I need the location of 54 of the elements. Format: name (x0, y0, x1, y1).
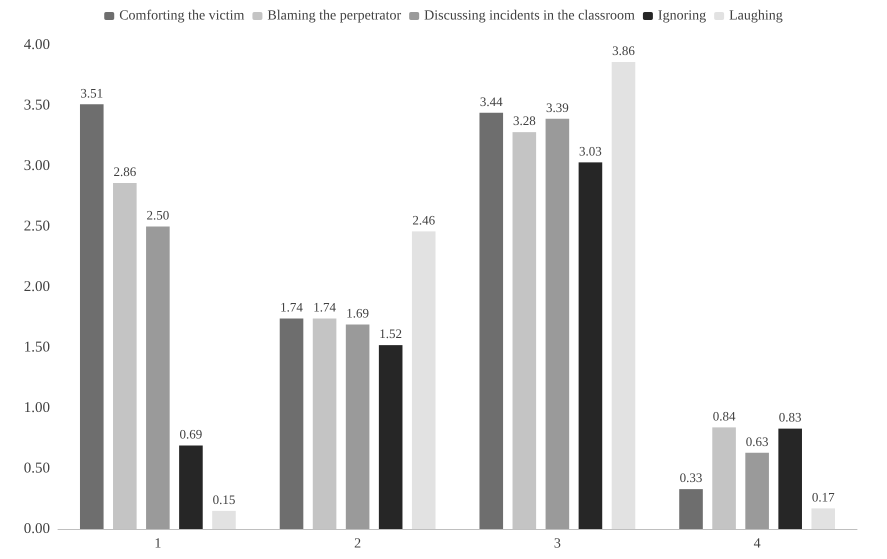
data-label: 0.84 (712, 408, 736, 424)
bar (80, 104, 104, 529)
bar (479, 112, 504, 529)
data-label: 0.63 (746, 434, 768, 449)
bar (212, 510, 236, 529)
legend-label: Discussing incidents in the classroom (424, 8, 636, 24)
y-tick-label: 4.00 (24, 37, 50, 53)
data-label: 3.44 (480, 94, 504, 109)
data-label: 3.28 (512, 113, 536, 128)
y-tick-label: 0.50 (24, 460, 50, 476)
legend-label: Ignoring (658, 8, 706, 24)
data-label: 2.86 (113, 164, 137, 179)
bar (578, 162, 602, 529)
legend-label: Blaming the perpetrator (267, 8, 402, 24)
bar (745, 452, 769, 529)
bar (146, 226, 170, 529)
x-tick-label: 1 (154, 536, 162, 552)
bar (612, 62, 636, 529)
data-label: 3.86 (612, 42, 636, 58)
y-tick-label: 1.00 (24, 400, 50, 416)
data-label: 3.03 (579, 143, 602, 158)
data-label: 3.39 (546, 100, 569, 115)
data-label: 1.52 (379, 326, 402, 342)
data-label: 1.69 (346, 306, 369, 321)
data-label: 2.50 (146, 208, 170, 222)
data-label: 2.46 (412, 212, 436, 228)
data-label: 0.17 (812, 489, 836, 504)
bar (679, 489, 703, 529)
y-tick-label: 3.00 (24, 158, 50, 174)
data-label: 0.83 (778, 410, 802, 425)
bar (546, 118, 570, 529)
bar (412, 231, 436, 529)
y-tick-label: 3.50 (24, 98, 50, 114)
data-label: 1.74 (280, 299, 304, 314)
data-label: 0.15 (212, 492, 236, 507)
bar (179, 446, 203, 529)
y-tick-label: 1.50 (24, 340, 50, 356)
data-label: 0.69 (180, 426, 202, 442)
bar (778, 428, 802, 529)
data-label: 3.51 (80, 85, 104, 100)
data-label: 1.74 (313, 299, 336, 314)
x-tick-label: 4 (754, 536, 761, 552)
x-tick-label: 2 (354, 536, 362, 552)
y-tick-label: 2.50 (24, 218, 50, 234)
y-tick-label: 0.00 (24, 521, 50, 537)
bar (346, 324, 370, 529)
x-tick-label: 3 (554, 536, 561, 552)
y-tick-label: 2.00 (24, 279, 50, 295)
bar (378, 345, 402, 529)
legend-label: Comforting the victim (119, 8, 245, 24)
legend-label: Laughing (729, 8, 783, 24)
data-label: 0.33 (680, 470, 702, 486)
bar (811, 508, 836, 529)
bar (280, 318, 304, 529)
